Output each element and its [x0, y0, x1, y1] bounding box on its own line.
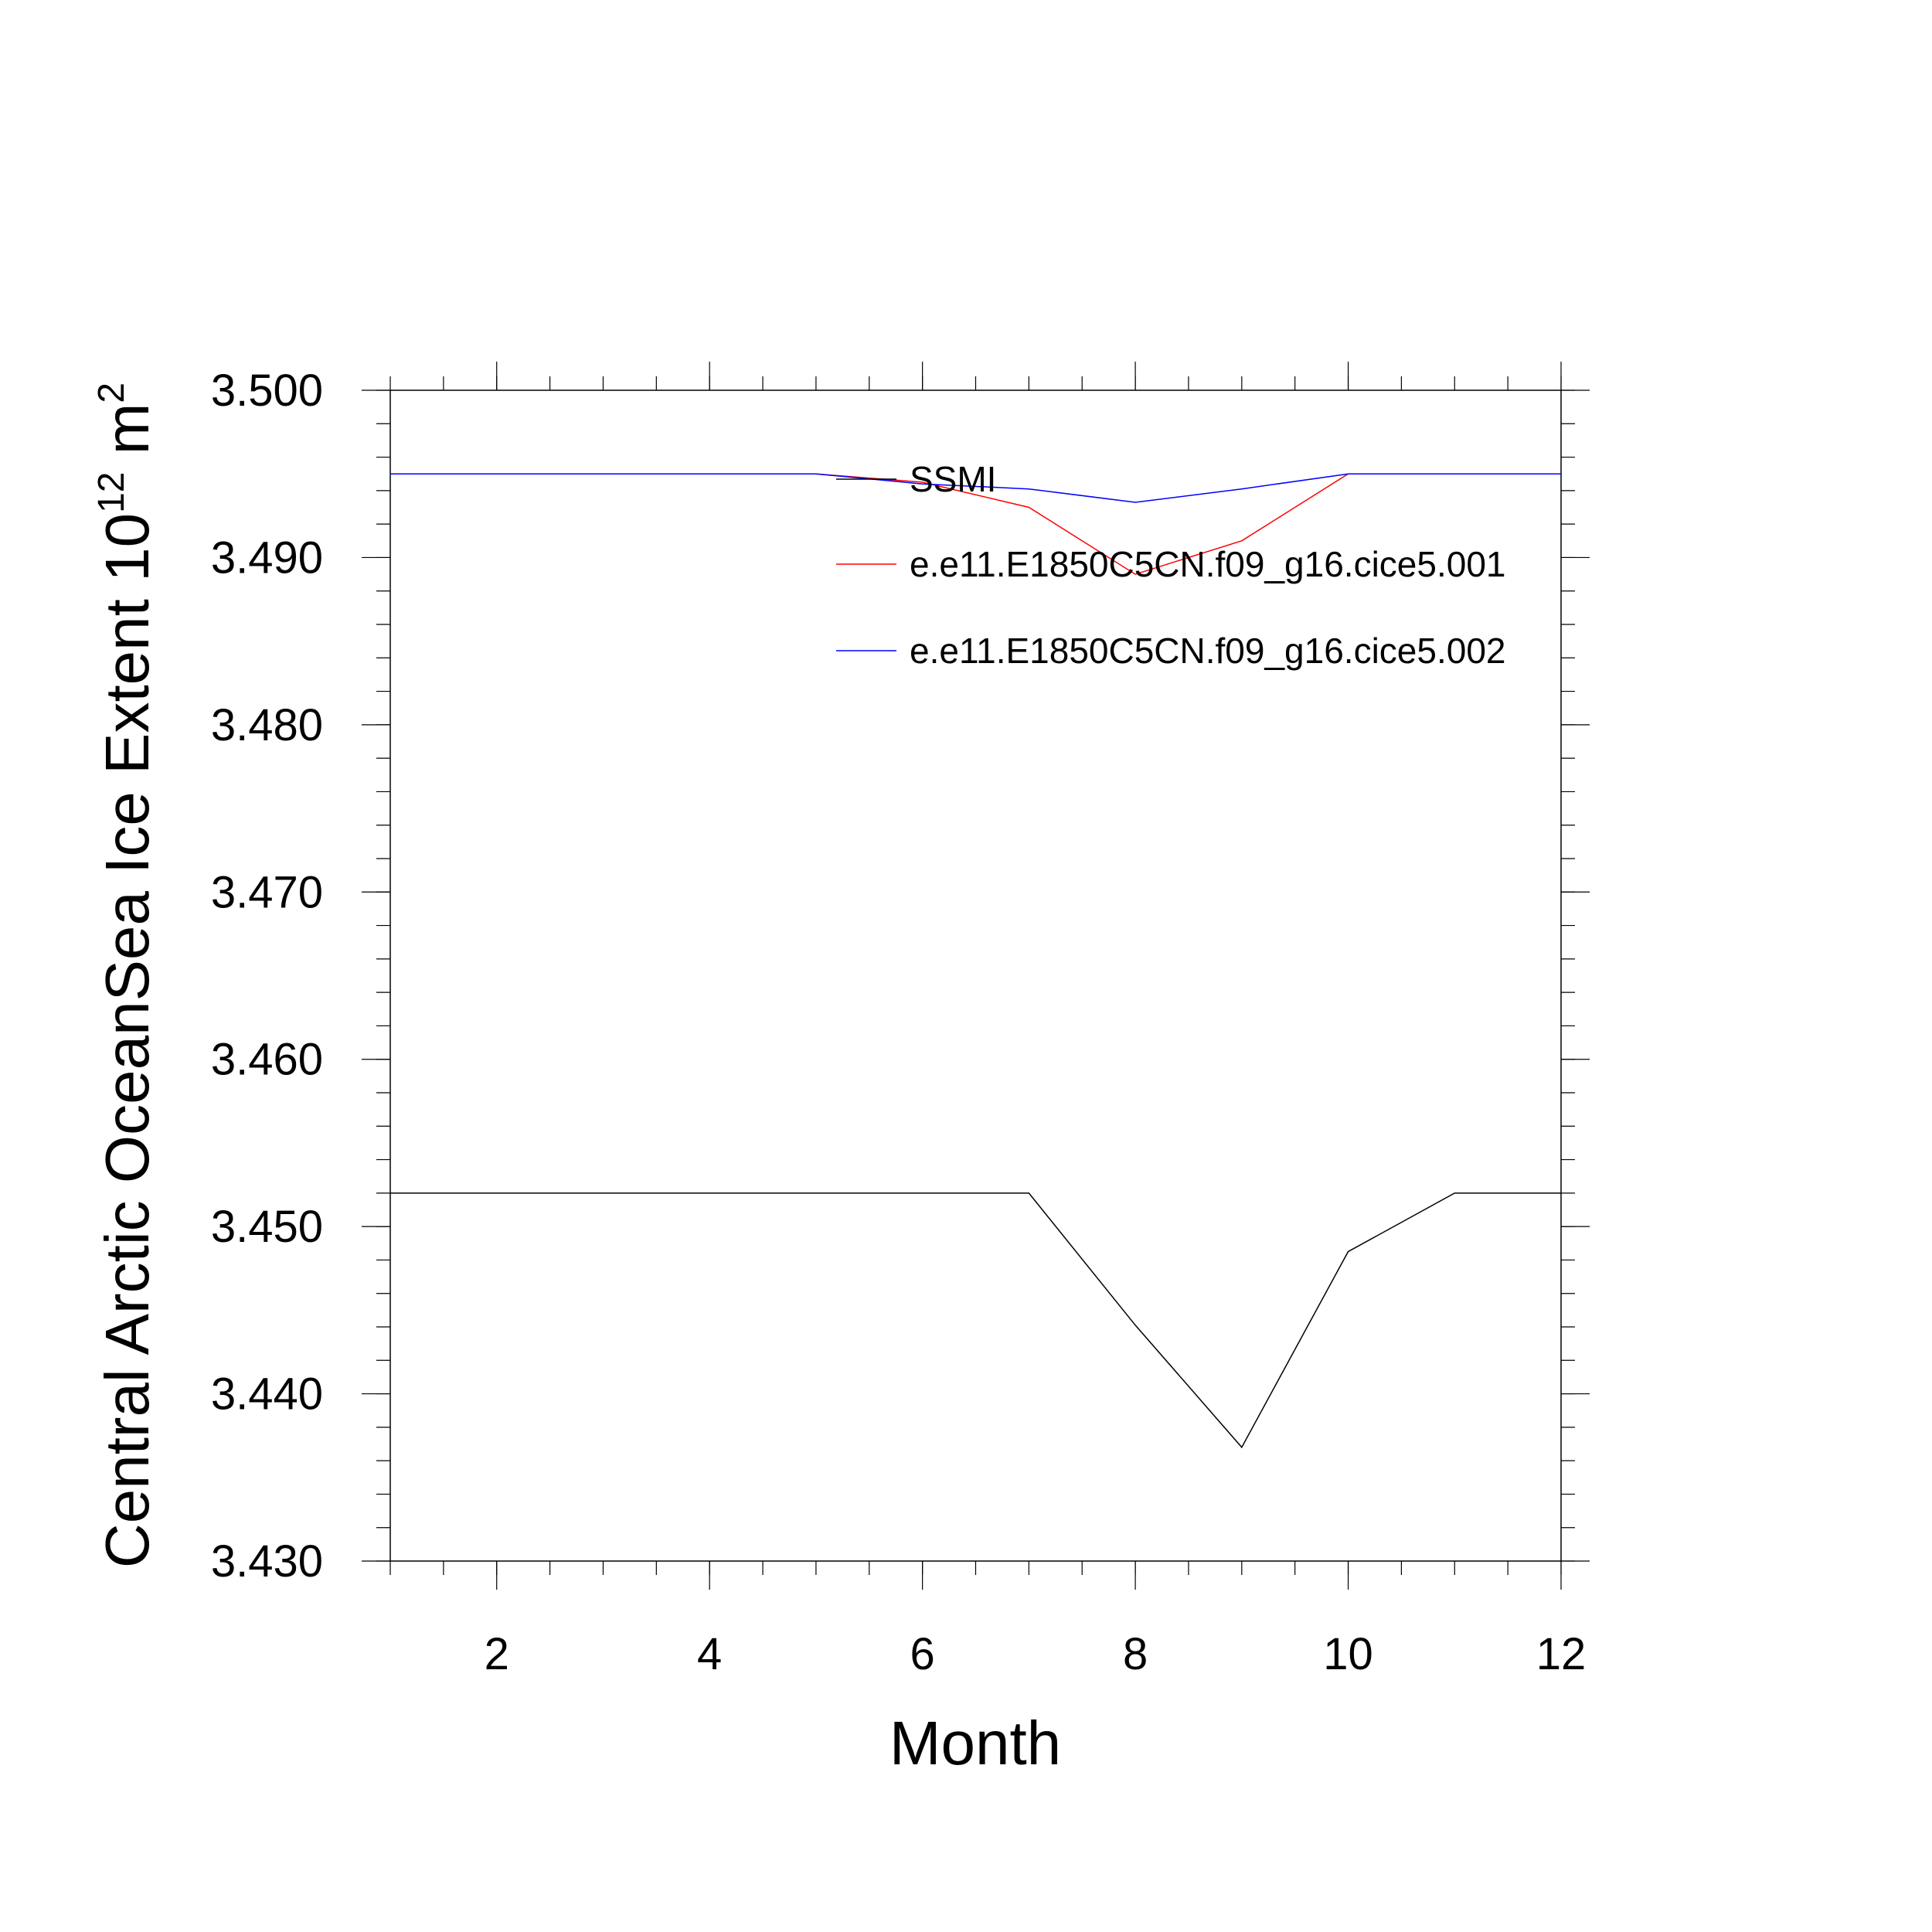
y-tick-label: 3.470: [211, 867, 323, 917]
x-axis-title: Month: [889, 1709, 1061, 1777]
series-lines: [390, 473, 1561, 1449]
legend: SSMI e.e11.E1850C5CN.f09_g16.cice5.001 e.e…: [836, 459, 1506, 671]
y-axis-title-unit: m: [93, 403, 162, 472]
x-tick-labels: 2 4 6 8 10 12: [485, 1629, 1587, 1679]
y-axis-title: Central Arctic OceanSea Ice Extent 1012 …: [91, 383, 162, 1568]
x-tick-label: 6: [910, 1629, 935, 1679]
series-line-1: [390, 1192, 1561, 1449]
x-tick-label: 2: [485, 1629, 509, 1679]
major-ticks: [362, 362, 1590, 1590]
y-tick-label: 3.440: [211, 1369, 323, 1420]
y-tick-label: 3.450: [211, 1202, 323, 1252]
y-axis-title-unit-exponent: 2: [91, 383, 132, 403]
y-axis-title-exponent: 12: [91, 472, 132, 513]
y-tick-label: 3.460: [211, 1035, 323, 1085]
y-tick-labels: 3.430 3.440 3.450 3.460 3.470 3.480 3.490 3.500: [211, 366, 323, 1587]
x-tick-label: 4: [697, 1629, 722, 1679]
legend-label-1: SSMI: [910, 459, 996, 499]
y-tick-label: 3.480: [211, 700, 323, 750]
x-tick-label: 12: [1536, 1629, 1587, 1679]
y-axis-title-main: Central Arctic OceanSea Ice Extent 10: [93, 513, 162, 1568]
x-tick-label: 8: [1123, 1629, 1148, 1679]
y-tick-label: 3.500: [211, 366, 323, 416]
y-tick-label: 3.430: [211, 1536, 323, 1587]
legend-label-2: e.e11.E1850C5CN.f09_g16.cice5.001: [910, 544, 1506, 584]
series-line-3: [390, 473, 1561, 503]
x-tick-label: 10: [1323, 1629, 1373, 1679]
y-tick-label: 3.490: [211, 532, 323, 583]
legend-label-3: e.e11.E1850C5CN.f09_g16.cice5.002: [910, 631, 1506, 671]
